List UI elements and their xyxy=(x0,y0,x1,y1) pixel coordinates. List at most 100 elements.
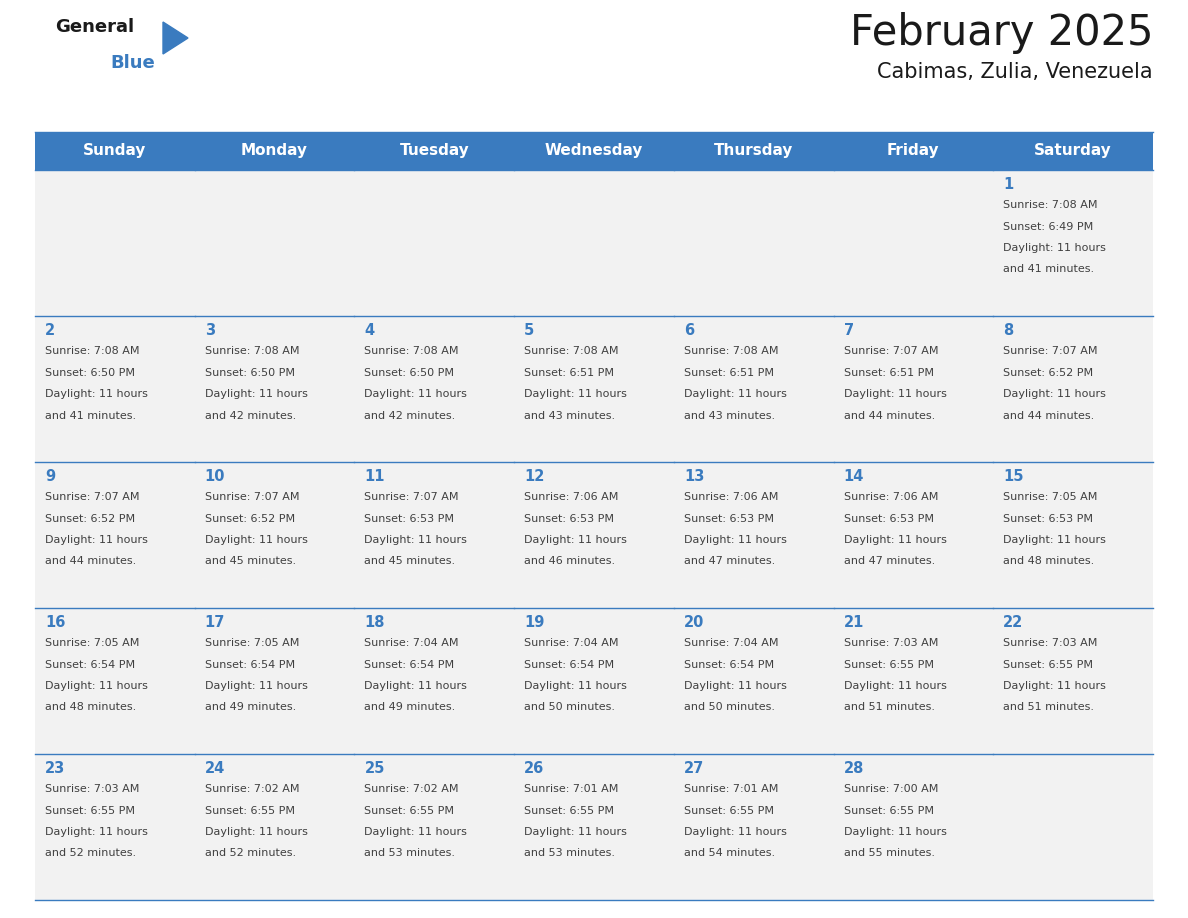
Bar xyxy=(195,132,354,170)
Text: 23: 23 xyxy=(45,761,65,776)
Text: Sunset: 6:53 PM: Sunset: 6:53 PM xyxy=(365,513,455,523)
Bar xyxy=(993,754,1154,900)
Text: Daylight: 11 hours: Daylight: 11 hours xyxy=(365,681,467,691)
Text: Daylight: 11 hours: Daylight: 11 hours xyxy=(524,827,627,837)
Bar xyxy=(674,754,834,900)
Text: Daylight: 11 hours: Daylight: 11 hours xyxy=(684,681,786,691)
Bar xyxy=(674,608,834,754)
Text: Daylight: 11 hours: Daylight: 11 hours xyxy=(524,389,627,399)
Text: Daylight: 11 hours: Daylight: 11 hours xyxy=(45,389,147,399)
Text: Sunday: Sunday xyxy=(83,143,146,159)
Text: Sunrise: 7:06 AM: Sunrise: 7:06 AM xyxy=(684,492,778,502)
Text: Daylight: 11 hours: Daylight: 11 hours xyxy=(1004,535,1106,545)
Text: 5: 5 xyxy=(524,323,535,338)
Text: and 48 minutes.: and 48 minutes. xyxy=(45,702,137,712)
Bar xyxy=(674,316,834,462)
Text: and 48 minutes.: and 48 minutes. xyxy=(1004,556,1094,566)
Bar xyxy=(674,462,834,608)
Text: Thursday: Thursday xyxy=(714,143,794,159)
Text: and 52 minutes.: and 52 minutes. xyxy=(204,848,296,858)
Polygon shape xyxy=(163,22,188,54)
Text: Sunset: 6:54 PM: Sunset: 6:54 PM xyxy=(684,659,775,669)
Text: Daylight: 11 hours: Daylight: 11 hours xyxy=(524,535,627,545)
Text: and 44 minutes.: and 44 minutes. xyxy=(45,556,137,566)
Text: Sunrise: 7:07 AM: Sunrise: 7:07 AM xyxy=(45,492,139,502)
Text: 7: 7 xyxy=(843,323,854,338)
Bar xyxy=(354,132,514,170)
Text: 15: 15 xyxy=(1004,469,1024,484)
Text: and 41 minutes.: and 41 minutes. xyxy=(1004,264,1094,274)
Text: 14: 14 xyxy=(843,469,864,484)
Text: Sunset: 6:55 PM: Sunset: 6:55 PM xyxy=(365,805,455,815)
Text: Daylight: 11 hours: Daylight: 11 hours xyxy=(1004,389,1106,399)
Text: Sunrise: 7:03 AM: Sunrise: 7:03 AM xyxy=(45,784,139,794)
Text: Daylight: 11 hours: Daylight: 11 hours xyxy=(204,681,308,691)
Text: 27: 27 xyxy=(684,761,704,776)
Bar xyxy=(34,316,195,462)
Bar xyxy=(354,170,514,316)
Bar xyxy=(34,608,195,754)
Bar xyxy=(834,754,993,900)
Text: General: General xyxy=(55,18,134,36)
Text: Daylight: 11 hours: Daylight: 11 hours xyxy=(204,535,308,545)
Text: and 51 minutes.: and 51 minutes. xyxy=(843,702,935,712)
Text: Sunset: 6:55 PM: Sunset: 6:55 PM xyxy=(1004,659,1093,669)
Text: Sunset: 6:50 PM: Sunset: 6:50 PM xyxy=(365,367,455,377)
Text: 4: 4 xyxy=(365,323,374,338)
Text: and 43 minutes.: and 43 minutes. xyxy=(684,410,775,420)
Text: Sunrise: 7:02 AM: Sunrise: 7:02 AM xyxy=(204,784,299,794)
Text: Sunset: 6:55 PM: Sunset: 6:55 PM xyxy=(204,805,295,815)
Text: Sunrise: 7:08 AM: Sunrise: 7:08 AM xyxy=(204,346,299,356)
Bar xyxy=(34,462,195,608)
Text: Daylight: 11 hours: Daylight: 11 hours xyxy=(1004,243,1106,253)
Text: and 50 minutes.: and 50 minutes. xyxy=(524,702,615,712)
Text: 17: 17 xyxy=(204,615,225,630)
Bar xyxy=(993,608,1154,754)
Bar xyxy=(514,132,674,170)
Text: 6: 6 xyxy=(684,323,694,338)
Text: Sunset: 6:49 PM: Sunset: 6:49 PM xyxy=(1004,221,1093,231)
Text: Daylight: 11 hours: Daylight: 11 hours xyxy=(365,389,467,399)
Text: 16: 16 xyxy=(45,615,65,630)
Text: Daylight: 11 hours: Daylight: 11 hours xyxy=(524,681,627,691)
Text: Sunset: 6:52 PM: Sunset: 6:52 PM xyxy=(45,513,135,523)
Bar xyxy=(34,754,195,900)
Text: 24: 24 xyxy=(204,761,225,776)
Text: Sunset: 6:51 PM: Sunset: 6:51 PM xyxy=(843,367,934,377)
Bar xyxy=(354,462,514,608)
Text: and 53 minutes.: and 53 minutes. xyxy=(365,848,455,858)
Text: Sunrise: 7:07 AM: Sunrise: 7:07 AM xyxy=(204,492,299,502)
Bar xyxy=(354,608,514,754)
Text: and 52 minutes.: and 52 minutes. xyxy=(45,848,137,858)
Text: 10: 10 xyxy=(204,469,226,484)
Text: Sunset: 6:54 PM: Sunset: 6:54 PM xyxy=(524,659,614,669)
Text: 3: 3 xyxy=(204,323,215,338)
Text: Sunrise: 7:05 AM: Sunrise: 7:05 AM xyxy=(204,638,299,648)
Text: 20: 20 xyxy=(684,615,704,630)
Text: Sunrise: 7:04 AM: Sunrise: 7:04 AM xyxy=(524,638,619,648)
Text: 22: 22 xyxy=(1004,615,1024,630)
Text: and 47 minutes.: and 47 minutes. xyxy=(684,556,775,566)
Text: and 44 minutes.: and 44 minutes. xyxy=(843,410,935,420)
Text: 21: 21 xyxy=(843,615,864,630)
Text: and 54 minutes.: and 54 minutes. xyxy=(684,848,775,858)
Text: Daylight: 11 hours: Daylight: 11 hours xyxy=(45,681,147,691)
Bar xyxy=(834,170,993,316)
Text: Sunset: 6:53 PM: Sunset: 6:53 PM xyxy=(1004,513,1093,523)
Text: Daylight: 11 hours: Daylight: 11 hours xyxy=(45,827,147,837)
Text: Sunrise: 7:04 AM: Sunrise: 7:04 AM xyxy=(365,638,459,648)
Bar xyxy=(834,132,993,170)
Bar xyxy=(354,316,514,462)
Text: February 2025: February 2025 xyxy=(849,12,1154,54)
Text: Sunset: 6:51 PM: Sunset: 6:51 PM xyxy=(684,367,773,377)
Bar xyxy=(514,754,674,900)
Bar xyxy=(514,316,674,462)
Text: Friday: Friday xyxy=(887,143,940,159)
Text: Sunset: 6:54 PM: Sunset: 6:54 PM xyxy=(204,659,295,669)
Text: Sunrise: 7:06 AM: Sunrise: 7:06 AM xyxy=(524,492,619,502)
Text: Sunrise: 7:07 AM: Sunrise: 7:07 AM xyxy=(1004,346,1098,356)
Bar xyxy=(34,132,195,170)
Text: 8: 8 xyxy=(1004,323,1013,338)
Bar xyxy=(993,462,1154,608)
Text: 28: 28 xyxy=(843,761,864,776)
